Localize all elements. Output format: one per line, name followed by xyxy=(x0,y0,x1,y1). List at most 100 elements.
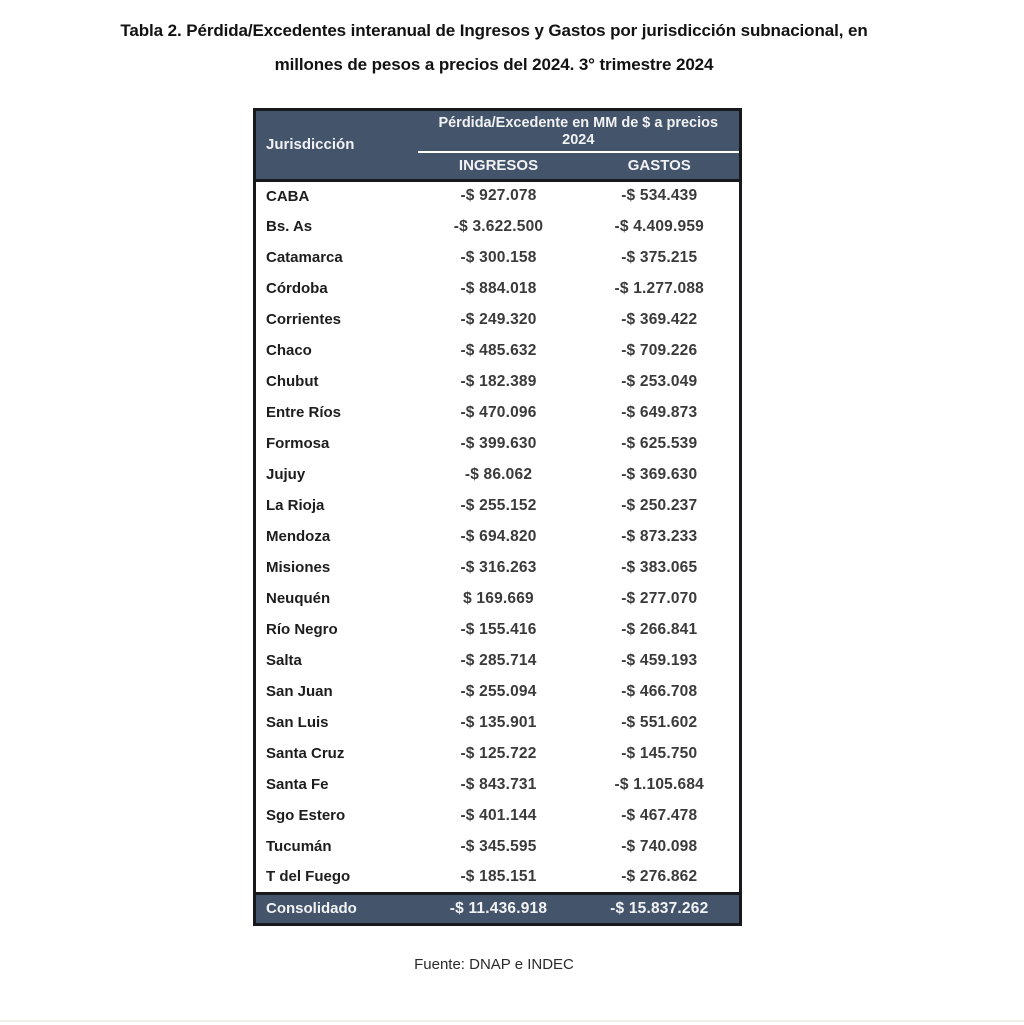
table-row: Bs. As -$ 3.622.500 -$ 4.409.959 xyxy=(254,211,741,242)
jurisdiction-cell: Bs. As xyxy=(254,211,418,242)
table-footer: Consolidado -$ 11.436.918 -$ 15.837.262 xyxy=(254,893,741,924)
gastos-cell: -$ 459.193 xyxy=(579,645,741,676)
gastos-cell: -$ 277.070 xyxy=(579,583,741,614)
table-row: Mendoza -$ 694.820 -$ 873.233 xyxy=(254,521,741,552)
gastos-cell: -$ 873.233 xyxy=(579,521,741,552)
ingresos-cell: -$ 399.630 xyxy=(417,428,580,459)
ingresos-cell: -$ 345.595 xyxy=(417,831,580,862)
fiscal-table: Jurisdicción Pérdida/Excedente en MM de … xyxy=(253,108,743,926)
table-row: Corrientes -$ 249.320 -$ 369.422 xyxy=(254,304,741,335)
jurisdiction-cell: Neuquén xyxy=(254,583,418,614)
table-header: Jurisdicción Pérdida/Excedente en MM de … xyxy=(254,109,741,180)
gastos-cell: -$ 253.049 xyxy=(579,366,741,397)
ingresos-cell: -$ 125.722 xyxy=(417,738,580,769)
jurisdiction-cell: Santa Cruz xyxy=(254,738,418,769)
jurisdiction-cell: Chubut xyxy=(254,366,418,397)
jurisdiction-cell: Tucumán xyxy=(254,831,418,862)
ingresos-cell: -$ 316.263 xyxy=(417,552,580,583)
jurisdiction-cell: Entre Ríos xyxy=(254,397,418,428)
ingresos-cell: -$ 155.416 xyxy=(417,614,580,645)
gastos-cell: -$ 266.841 xyxy=(579,614,741,645)
table-row: Formosa -$ 399.630 -$ 625.539 xyxy=(254,428,741,459)
gastos-cell: -$ 1.105.684 xyxy=(579,769,741,800)
consolidado-ingresos-cell: -$ 11.436.918 xyxy=(417,893,580,924)
gastos-cell: -$ 709.226 xyxy=(579,335,741,366)
table-row: Chubut -$ 182.389 -$ 253.049 xyxy=(254,366,741,397)
ingresos-cell: -$ 927.078 xyxy=(417,180,580,211)
table-row: Misiones -$ 316.263 -$ 383.065 xyxy=(254,552,741,583)
table-container: Jurisdicción Pérdida/Excedente en MM de … xyxy=(253,108,743,926)
table-row: San Luis -$ 135.901 -$ 551.602 xyxy=(254,707,741,738)
gastos-cell: -$ 145.750 xyxy=(579,738,741,769)
gastos-cell: -$ 649.873 xyxy=(579,397,741,428)
table-row: Chaco -$ 485.632 -$ 709.226 xyxy=(254,335,741,366)
table-row: Jujuy -$ 86.062 -$ 369.630 xyxy=(254,459,741,490)
gastos-cell: -$ 551.602 xyxy=(579,707,741,738)
column-header-jurisdiccion: Jurisdicción xyxy=(254,109,418,180)
jurisdiction-cell: Misiones xyxy=(254,552,418,583)
table-row: T del Fuego -$ 185.151 -$ 276.862 xyxy=(254,862,741,893)
gastos-cell: -$ 467.478 xyxy=(579,800,741,831)
ingresos-cell: -$ 185.151 xyxy=(417,862,580,893)
table-row: La Rioja -$ 255.152 -$ 250.237 xyxy=(254,490,741,521)
page-title-line2: millones de pesos a precios del 2024. 3°… xyxy=(274,55,714,74)
table-body: CABA -$ 927.078 -$ 534.439 Bs. As -$ 3.622.5… xyxy=(254,180,741,893)
consolidado-label-cell: Consolidado xyxy=(254,893,418,924)
ingresos-cell: -$ 300.158 xyxy=(417,242,580,273)
gastos-cell: -$ 625.539 xyxy=(579,428,741,459)
table-row: Santa Fe -$ 843.731 -$ 1.105.684 xyxy=(254,769,741,800)
ingresos-cell: -$ 694.820 xyxy=(417,521,580,552)
table-row: Entre Ríos -$ 470.096 -$ 649.873 xyxy=(254,397,741,428)
column-header-group: Pérdida/Excedente en MM de $ a precios 2… xyxy=(417,109,741,153)
ingresos-cell: -$ 255.152 xyxy=(417,490,580,521)
jurisdiction-cell: San Luis xyxy=(254,707,418,738)
jurisdiction-cell: CABA xyxy=(254,180,418,211)
ingresos-cell: -$ 249.320 xyxy=(417,304,580,335)
ingresos-cell: -$ 182.389 xyxy=(417,366,580,397)
document-page: Tabla 2. Pérdida/Excedentes interanual d… xyxy=(0,14,988,973)
jurisdiction-cell: Jujuy xyxy=(254,459,418,490)
ingresos-cell: -$ 843.731 xyxy=(417,769,580,800)
table-row: Córdoba -$ 884.018 -$ 1.277.088 xyxy=(254,273,741,304)
gastos-cell: -$ 375.215 xyxy=(579,242,741,273)
table-row: Catamarca -$ 300.158 -$ 375.215 xyxy=(254,242,741,273)
jurisdiction-cell: Sgo Estero xyxy=(254,800,418,831)
jurisdiction-cell: Salta xyxy=(254,645,418,676)
jurisdiction-cell: T del Fuego xyxy=(254,862,418,893)
table-row: Tucumán -$ 345.595 -$ 740.098 xyxy=(254,831,741,862)
jurisdiction-cell: Mendoza xyxy=(254,521,418,552)
ingresos-cell: -$ 135.901 xyxy=(417,707,580,738)
source-note: Fuente: DNAP e INDEC xyxy=(414,955,574,973)
page-title: Tabla 2. Pérdida/Excedentes interanual d… xyxy=(0,14,988,82)
jurisdiction-cell: Formosa xyxy=(254,428,418,459)
gastos-cell: -$ 466.708 xyxy=(579,676,741,707)
ingresos-cell: -$ 470.096 xyxy=(417,397,580,428)
table-row: Sgo Estero -$ 401.144 -$ 467.478 xyxy=(254,800,741,831)
column-header-ingresos: INGRESOS xyxy=(417,152,580,180)
gastos-cell: -$ 4.409.959 xyxy=(579,211,741,242)
jurisdiction-cell: Río Negro xyxy=(254,614,418,645)
ingresos-cell: -$ 255.094 xyxy=(417,676,580,707)
gastos-cell: -$ 276.862 xyxy=(579,862,741,893)
ingresos-cell: -$ 401.144 xyxy=(417,800,580,831)
gastos-cell: -$ 534.439 xyxy=(579,180,741,211)
ingresos-cell: -$ 3.622.500 xyxy=(417,211,580,242)
table-row: San Juan -$ 255.094 -$ 466.708 xyxy=(254,676,741,707)
ingresos-cell: -$ 884.018 xyxy=(417,273,580,304)
gastos-cell: -$ 740.098 xyxy=(579,831,741,862)
table-row: Neuquén $ 169.669 -$ 277.070 xyxy=(254,583,741,614)
table-row: CABA -$ 927.078 -$ 534.439 xyxy=(254,180,741,211)
column-header-gastos: GASTOS xyxy=(579,152,741,180)
ingresos-cell: $ 169.669 xyxy=(417,583,580,614)
gastos-cell: -$ 250.237 xyxy=(579,490,741,521)
jurisdiction-cell: Chaco xyxy=(254,335,418,366)
jurisdiction-cell: Catamarca xyxy=(254,242,418,273)
gastos-cell: -$ 369.422 xyxy=(579,304,741,335)
consolidado-gastos-cell: -$ 15.837.262 xyxy=(579,893,741,924)
jurisdiction-cell: Corrientes xyxy=(254,304,418,335)
table-row: Salta -$ 285.714 -$ 459.193 xyxy=(254,645,741,676)
jurisdiction-cell: Santa Fe xyxy=(254,769,418,800)
page-title-line1: Tabla 2. Pérdida/Excedentes interanual d… xyxy=(120,21,868,40)
jurisdiction-cell: Córdoba xyxy=(254,273,418,304)
gastos-cell: -$ 383.065 xyxy=(579,552,741,583)
